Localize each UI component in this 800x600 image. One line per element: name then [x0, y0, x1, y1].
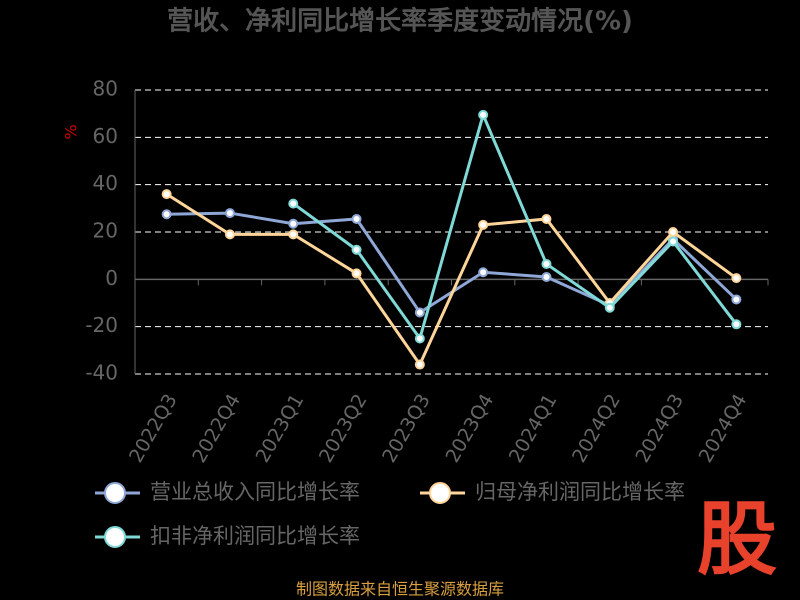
data-point [414, 333, 425, 344]
data-point [604, 302, 615, 313]
data-point [288, 229, 299, 240]
data-point [668, 227, 679, 237]
data-point [288, 218, 299, 229]
data-point [351, 268, 362, 279]
x-tick-label: 2024Q1 [505, 390, 562, 466]
data-point [414, 307, 425, 318]
data-point [161, 189, 172, 200]
data-point [668, 236, 679, 247]
legend-label: 营业总收入同比增长率 [150, 480, 360, 504]
y-tick-label: 40 [93, 171, 118, 195]
legend-label: 扣非净利润同比增长率 [150, 524, 360, 548]
legend-marker [429, 482, 451, 504]
data-point [478, 109, 489, 120]
data-point [541, 213, 552, 224]
data-point [224, 229, 235, 240]
data-point [414, 359, 425, 370]
legend-marker [104, 482, 126, 504]
source-note: 制图数据来自恒生聚源数据库 [296, 580, 504, 599]
y-axis-label: % [62, 124, 81, 139]
y-tick-label: -20 [85, 313, 118, 337]
x-tick-label: 2024Q2 [568, 390, 625, 466]
x-tick-label: 2022Q3 [125, 390, 182, 466]
y-tick-label: 60 [93, 124, 118, 148]
data-point [351, 244, 362, 255]
x-tick-label: 2024Q4 [695, 390, 752, 466]
data-point [288, 198, 299, 209]
legend-label: 归母净利润同比增长率 [475, 480, 685, 504]
data-point [161, 209, 172, 220]
y-tick-label: 80 [93, 77, 118, 101]
legend-marker [104, 526, 126, 548]
x-tick-label: 2024Q3 [631, 390, 688, 466]
data-point [478, 219, 489, 230]
data-point [731, 273, 742, 284]
data-point [731, 294, 742, 305]
y-tick-label: 0 [105, 266, 118, 290]
logo: 股 [697, 493, 777, 586]
series-line [292, 110, 738, 342]
data-point [541, 258, 552, 269]
x-tick-label: 2023Q2 [315, 390, 372, 466]
data-point [478, 267, 489, 278]
x-tick-label: 2023Q1 [252, 390, 309, 466]
y-tick-label: -40 [85, 361, 118, 385]
chart-title: 营收、净利同比增长率季度变动情况(%) [167, 6, 633, 37]
x-tick-label: 2022Q4 [188, 390, 245, 466]
y-tick-label: 20 [93, 219, 118, 243]
data-point [541, 271, 552, 282]
series-line [165, 192, 738, 368]
data-point [351, 213, 362, 224]
data-point [224, 208, 235, 219]
x-tick-label: 2023Q4 [441, 390, 498, 466]
data-point [731, 319, 742, 330]
x-tick-label: 2023Q3 [378, 390, 435, 466]
